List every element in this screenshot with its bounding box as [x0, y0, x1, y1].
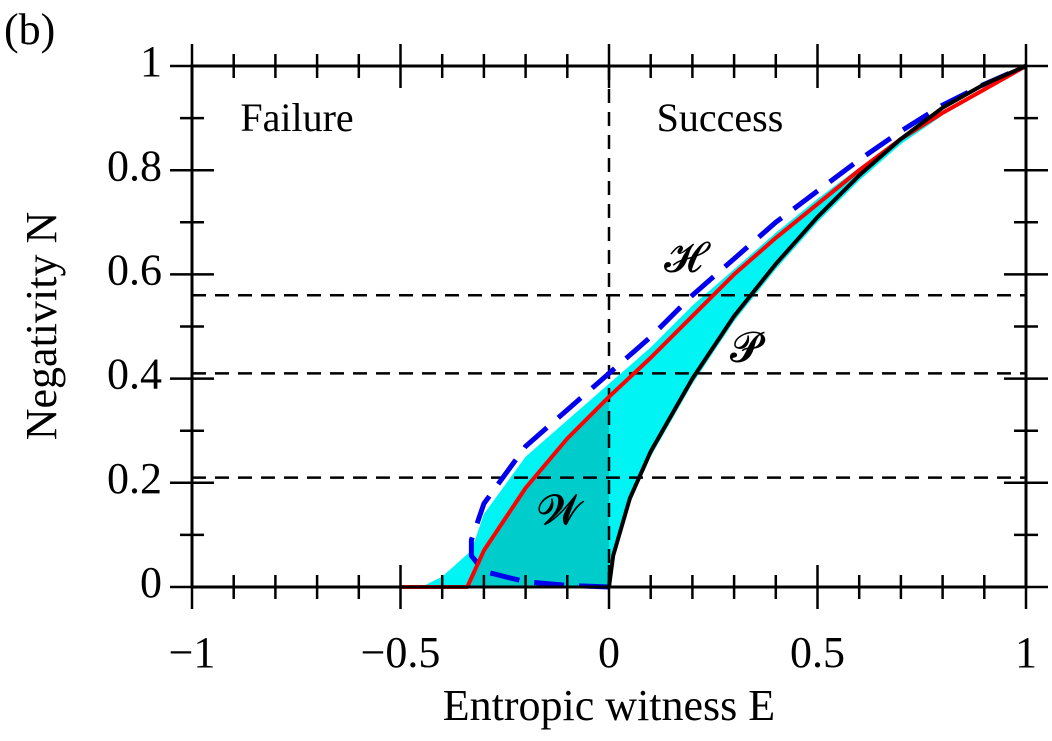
x-tick-label: 0.5 — [790, 628, 845, 677]
annotation: 𝓦 — [538, 489, 585, 535]
curve — [607, 64, 1027, 588]
y-tick-label: 0.6 — [107, 245, 162, 294]
y-axis-label: Negativity N — [17, 212, 66, 441]
y-tick-label: 0.2 — [107, 454, 162, 503]
x-tick-label: −0.5 — [361, 628, 441, 677]
annotation: Failure — [240, 95, 353, 140]
y-tick-label: 0.4 — [107, 350, 162, 399]
annotation: 𝓗 — [664, 236, 711, 282]
scatter-region — [467, 396, 609, 587]
x-axis-label: Entropic witness E — [443, 681, 775, 730]
x-tick-label: 0 — [598, 628, 620, 677]
curve — [468, 63, 1028, 590]
x-tick-label: 1 — [1015, 628, 1037, 677]
panel-label: (b) — [4, 5, 55, 54]
y-tick-label: 0.8 — [107, 141, 162, 190]
scatter-region — [421, 105, 964, 587]
y-tick-label: 0 — [140, 558, 162, 607]
annotation: 𝓟 — [730, 326, 766, 372]
curve — [400, 64, 1027, 589]
x-tick-label: −1 — [169, 628, 216, 677]
annotation: Success — [657, 95, 784, 140]
y-tick-label: 1 — [140, 37, 162, 86]
